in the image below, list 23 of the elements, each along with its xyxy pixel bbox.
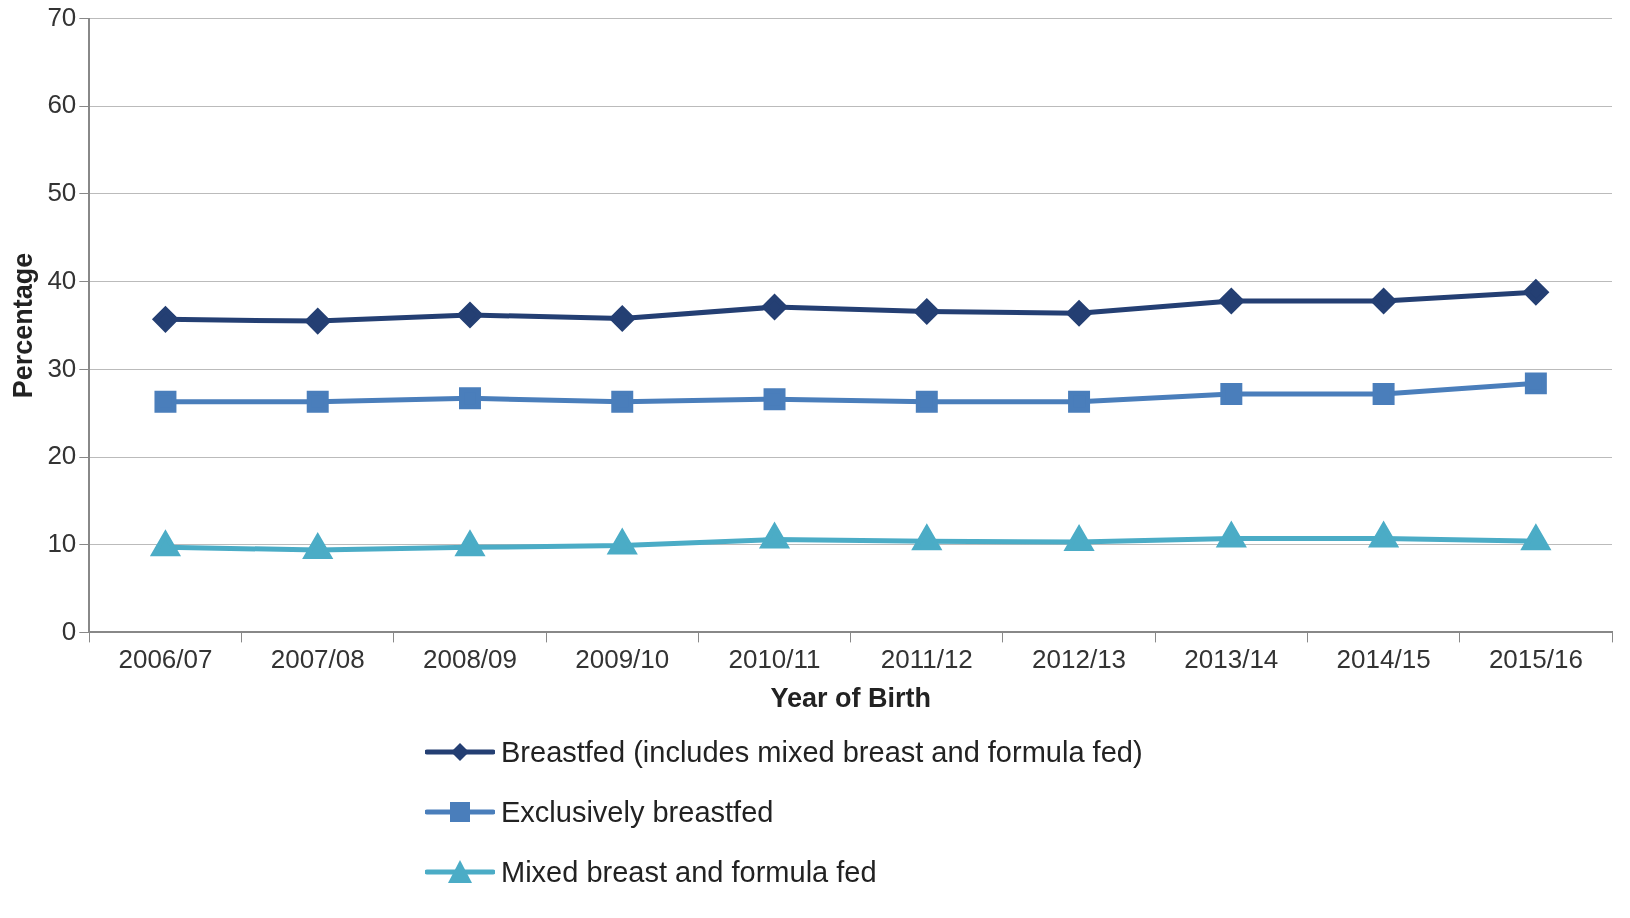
y-tick-label: 60: [47, 89, 77, 120]
x-tick-label: 2013/14: [1184, 644, 1279, 675]
y-tick-label: 30: [47, 352, 77, 383]
x-tick-label: 2006/07: [118, 644, 213, 675]
legend-label: Breastfed (includes mixed breast and formula fed): [501, 735, 1143, 769]
y-tick-label: 10: [47, 527, 77, 558]
legend-label: Mixed breast and formula fed: [501, 855, 877, 889]
x-tick-label: 2015/16: [1488, 644, 1583, 675]
y-tick-label: 20: [47, 440, 77, 471]
y-axis-title: Percentage: [7, 252, 38, 399]
x-tick-label: 2007/08: [270, 644, 365, 675]
legend-label: Exclusively breastfed: [501, 795, 774, 829]
x-tick-label: 2008/09: [423, 644, 517, 675]
y-tick-label: 70: [47, 1, 77, 32]
y-tick-label: 50: [47, 177, 77, 208]
x-axis-title: Year of Birth: [770, 683, 931, 714]
y-tick-label: 0: [61, 615, 77, 646]
x-tick-label: 2012/13: [1032, 644, 1127, 675]
x-tick-label: 2009/10: [575, 644, 670, 675]
x-tick-label: 2010/11: [728, 644, 821, 675]
x-tick-label: 2014/15: [1336, 644, 1431, 675]
x-tick-label: 2011/12: [880, 644, 973, 675]
y-tick-label: 40: [47, 264, 77, 295]
